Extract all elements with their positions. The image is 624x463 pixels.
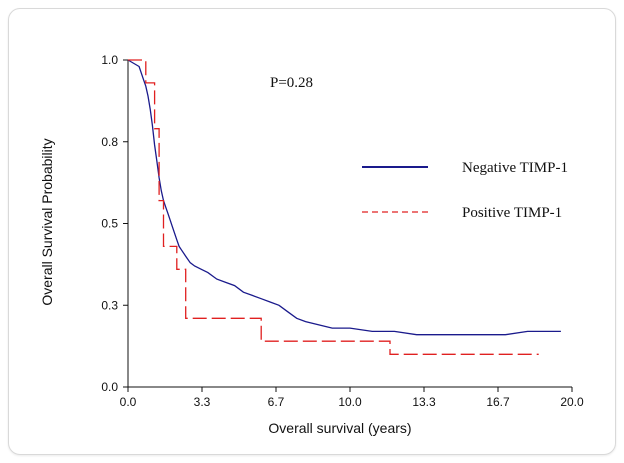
axes: 0.0 3.3 6.7 10.0 13.3 16.7 20.0 0.0 0.3 0.5 0.8 1.0 bbox=[101, 53, 584, 409]
x-tick-label: 6.7 bbox=[268, 395, 285, 409]
p-value-annotation: P=0.28 bbox=[270, 75, 313, 91]
legend: Negative TIMP-1 Positive TIMP-1 bbox=[362, 160, 568, 221]
legend-label-positive: Positive TIMP-1 bbox=[462, 205, 562, 221]
legend-label-negative: Negative TIMP-1 bbox=[462, 160, 568, 176]
x-tick-label: 13.3 bbox=[412, 395, 436, 409]
y-tick-label: 0.5 bbox=[101, 217, 118, 231]
x-axis-label: Overall survival (years) bbox=[268, 420, 411, 436]
series-group bbox=[127, 59, 561, 355]
y-tick-label: 1.0 bbox=[101, 53, 118, 67]
x-tick-label: 0.0 bbox=[120, 395, 137, 409]
y-tick-label: 0.0 bbox=[101, 380, 118, 394]
series-line-negative bbox=[127, 59, 561, 336]
y-tick-label: 0.3 bbox=[101, 298, 118, 312]
series-line-positive bbox=[128, 59, 539, 355]
x-tick-label: 16.7 bbox=[486, 395, 510, 409]
chart-frame bbox=[8, 8, 616, 455]
x-tick-label: 10.0 bbox=[338, 395, 362, 409]
x-tick-label: 20.0 bbox=[560, 395, 584, 409]
y-tick-label: 0.8 bbox=[101, 135, 118, 149]
y-axis-label: Overall Survival Probability bbox=[39, 138, 55, 305]
x-tick-label: 3.3 bbox=[194, 395, 211, 409]
